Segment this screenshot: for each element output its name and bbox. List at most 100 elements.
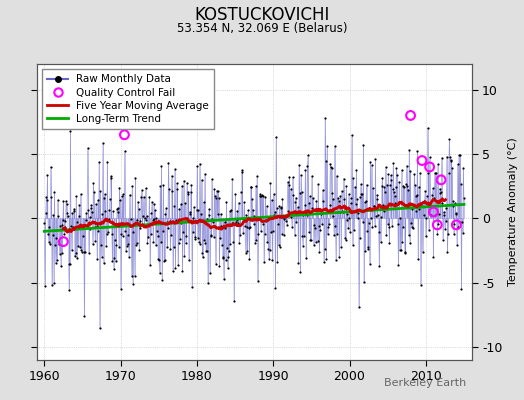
Point <box>232 219 240 225</box>
Point <box>278 230 286 237</box>
Point <box>326 164 335 170</box>
Point <box>335 209 344 215</box>
Point <box>362 198 370 204</box>
Point <box>343 211 352 217</box>
Point <box>142 217 150 224</box>
Point <box>432 170 440 176</box>
Point <box>82 210 91 216</box>
Point <box>378 183 386 189</box>
Point <box>410 171 419 177</box>
Point <box>309 195 317 201</box>
Point <box>348 242 357 248</box>
Point <box>388 186 397 192</box>
Point <box>320 258 328 265</box>
Point <box>65 287 73 293</box>
Point <box>51 260 60 266</box>
Point <box>124 232 132 238</box>
Point <box>182 233 191 240</box>
Point <box>143 213 151 219</box>
Point <box>366 261 374 267</box>
Point <box>285 174 293 180</box>
Point <box>117 231 126 237</box>
Point <box>62 198 70 204</box>
Point <box>351 184 359 190</box>
Point <box>417 282 425 288</box>
Point <box>181 240 190 246</box>
Point <box>195 160 204 167</box>
Point <box>253 173 261 179</box>
Point <box>208 176 216 183</box>
Point <box>73 255 81 262</box>
Point <box>41 283 49 289</box>
Point <box>452 211 461 217</box>
Point <box>125 191 134 198</box>
Point <box>284 207 292 214</box>
Point <box>216 211 225 217</box>
Point <box>299 243 307 249</box>
Point <box>162 205 170 212</box>
Point <box>127 273 136 279</box>
Point <box>112 242 121 248</box>
Point <box>141 185 150 191</box>
Point <box>115 184 124 191</box>
Point <box>119 191 127 198</box>
Point <box>260 259 268 266</box>
Point <box>281 214 289 220</box>
Point <box>245 256 254 262</box>
Point <box>304 152 312 159</box>
Point <box>150 201 158 207</box>
Point <box>366 159 375 165</box>
Point <box>441 218 450 224</box>
Point <box>455 219 464 226</box>
Point <box>449 198 457 204</box>
Point <box>219 255 227 261</box>
Point <box>139 194 148 200</box>
Point <box>287 186 295 192</box>
Point <box>254 230 263 237</box>
Point <box>274 221 282 228</box>
Point <box>459 165 467 171</box>
Point <box>177 201 185 207</box>
Point <box>293 204 302 210</box>
Point <box>183 191 192 197</box>
Point <box>394 262 402 268</box>
Point <box>75 202 83 209</box>
Point <box>121 148 129 155</box>
Legend: Raw Monthly Data, Quality Control Fail, Five Year Moving Average, Long-Term Tren: Raw Monthly Data, Quality Control Fail, … <box>42 69 214 129</box>
Point <box>278 195 287 202</box>
Point <box>66 261 74 267</box>
Point <box>291 199 299 205</box>
Point <box>286 210 294 217</box>
Point <box>239 216 248 222</box>
Point <box>329 196 337 202</box>
Point <box>196 240 204 247</box>
Point <box>220 276 228 282</box>
Point <box>91 223 99 230</box>
Point <box>259 193 268 200</box>
Point <box>441 226 449 232</box>
Point <box>391 193 399 200</box>
Point <box>118 193 126 199</box>
Point <box>64 261 73 268</box>
Point <box>234 220 242 226</box>
Point <box>166 218 174 224</box>
Point <box>237 189 245 195</box>
Point <box>315 248 324 255</box>
Point <box>318 221 326 228</box>
Point <box>428 192 436 198</box>
Point <box>149 239 157 246</box>
Point <box>73 219 82 225</box>
Point <box>170 203 178 210</box>
Point <box>407 220 416 226</box>
Point <box>276 244 284 250</box>
Point <box>454 224 463 230</box>
Point <box>118 232 127 239</box>
Point <box>411 192 420 199</box>
Point <box>165 159 173 166</box>
Point <box>101 208 110 214</box>
Point <box>169 244 178 250</box>
Point <box>444 170 453 176</box>
Point <box>332 172 341 179</box>
Point <box>402 162 411 169</box>
Point <box>177 220 185 226</box>
